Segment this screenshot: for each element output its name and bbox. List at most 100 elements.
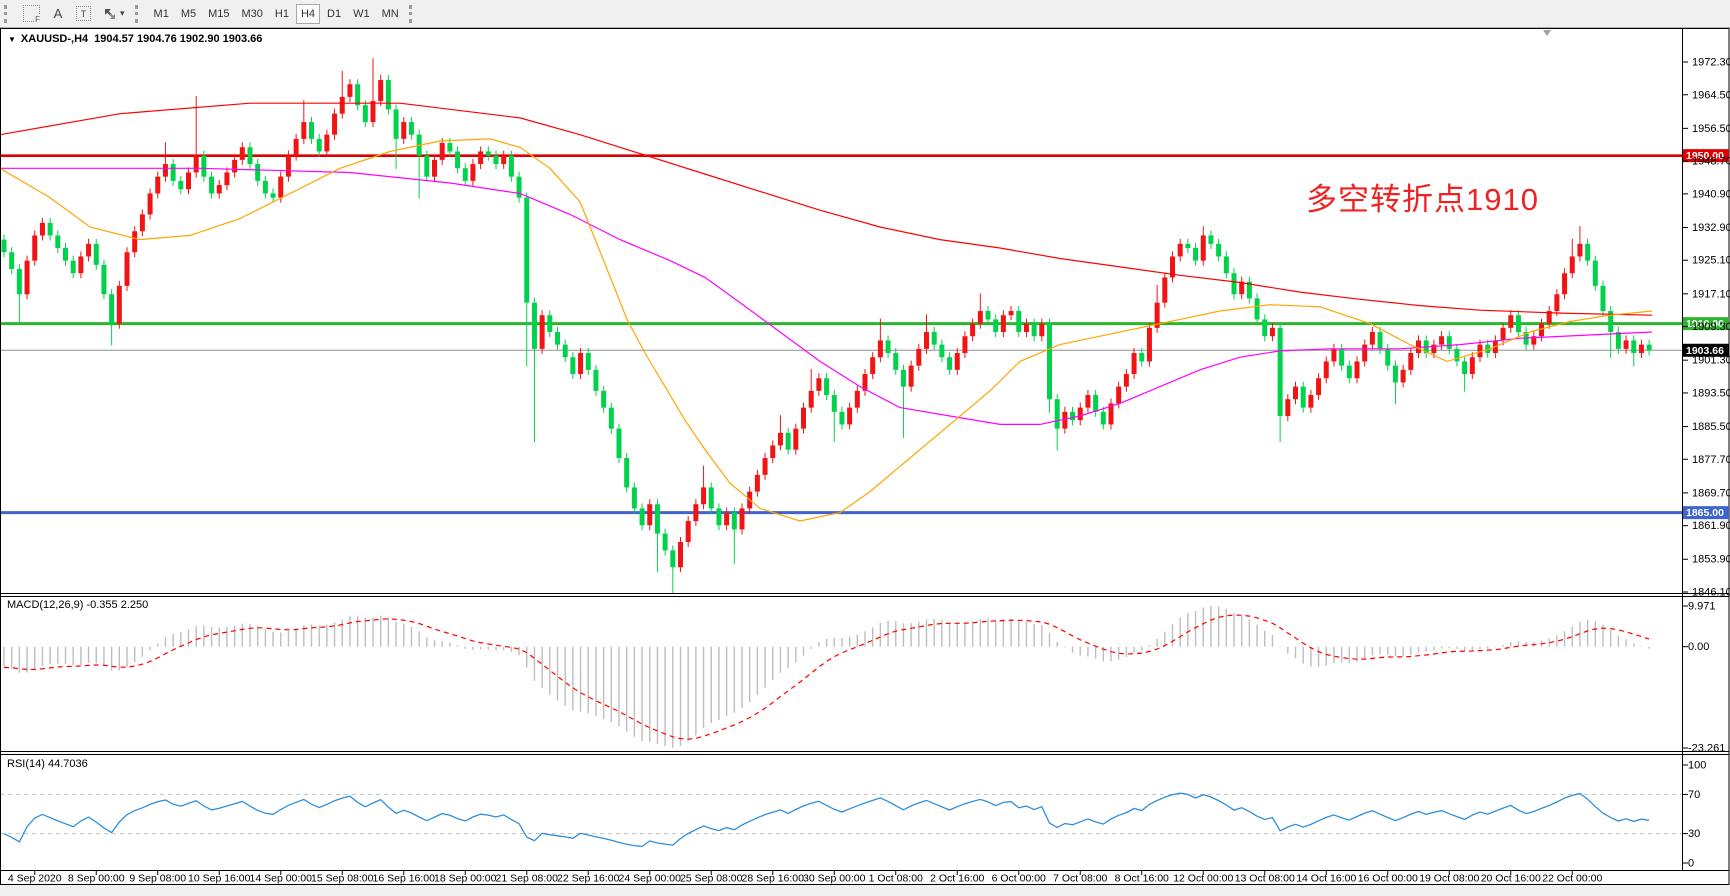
time-axis-label: 20 Oct 16:00 xyxy=(1481,873,1541,885)
price-level-1950.00-tag-label: 1950.00 xyxy=(1686,150,1724,162)
chart-menu-icon[interactable]: ▼ xyxy=(8,35,16,44)
macd-axis-label: 0.00 xyxy=(1688,641,1709,653)
macd-signal-line xyxy=(3,614,1650,740)
f-frame-icon: F xyxy=(23,5,40,24)
time-axis-label: 14 Oct 16:00 xyxy=(1296,873,1356,885)
time-axis-label: 10 Sep 16:00 xyxy=(188,873,251,885)
price-axis[interactable]: 1950.00 1910.00 1865.00 1903.66 1972.30 1964.… xyxy=(1682,57,1730,870)
time-axis-label: 18 Sep 00:00 xyxy=(434,873,497,885)
toolbar-grip[interactable] xyxy=(4,4,11,23)
time-axis-label: 6 Oct 00:00 xyxy=(992,873,1046,885)
toolbar-grip[interactable] xyxy=(134,4,142,23)
timeframe-button-m30[interactable]: M30 xyxy=(241,7,263,20)
timeframe-toolbar: M1 M5 M15 M30 H1 H4 D1 W1 MN xyxy=(148,3,405,24)
macd-indicator-label: MACD(12,26,9) -0.355 2.250 xyxy=(7,599,149,611)
text-label-button[interactable]: T xyxy=(71,4,96,24)
price-tick-label: 1901.30 xyxy=(1692,355,1730,367)
time-axis-label: 9 Sep 08:00 xyxy=(129,873,186,885)
rsi-line xyxy=(3,792,1650,848)
time-axis-label: 13 Oct 08:00 xyxy=(1235,873,1295,885)
macd-series xyxy=(3,606,1650,748)
time-axis-label: 8 Sep 00:00 xyxy=(68,873,125,885)
price-tick-label: 1877.70 xyxy=(1692,454,1730,466)
price-tick-label: 1869.70 xyxy=(1692,487,1730,499)
time-axis-label: 1 Oct 08:00 xyxy=(869,873,923,885)
moving-averages xyxy=(0,102,1653,522)
price-tick-label: 1893.50 xyxy=(1692,387,1730,399)
price-tick-label: 1964.50 xyxy=(1692,89,1730,101)
time-axis-label: 24 Sep 00:00 xyxy=(619,873,682,885)
arrows-object-button[interactable]: ▾ xyxy=(98,4,130,24)
time-axis-label: 25 Sep 08:00 xyxy=(680,873,743,885)
text-label-icon: T xyxy=(76,6,91,21)
status-strip xyxy=(0,885,1730,896)
pane-borders xyxy=(0,28,1730,885)
text-insert-button[interactable]: A xyxy=(47,4,69,24)
rsi-indicator-label: RSI(14) 44.7036 xyxy=(7,758,88,770)
chart-background xyxy=(0,28,1730,896)
time-axis-label: 4 Sep 2020 xyxy=(8,873,62,885)
price-tick-label: 1956.50 xyxy=(1692,123,1730,135)
price-tick-label: 1972.30 xyxy=(1692,57,1730,69)
price-tick-label: 1925.10 xyxy=(1692,255,1730,267)
f-frame-icon-button[interactable]: F xyxy=(18,4,45,24)
time-axis-label: 15 Sep 08:00 xyxy=(311,873,374,885)
price-level-1910.00-tag-label: 1910.00 xyxy=(1686,318,1724,330)
price-level-1910.00-tag xyxy=(1683,317,1729,331)
price-tick-label: 1917.10 xyxy=(1692,288,1730,300)
price-tick-label: 1885.50 xyxy=(1692,421,1730,433)
price-tick-label: 1932.90 xyxy=(1692,222,1730,234)
price-level-1950.00-tag xyxy=(1683,149,1729,163)
time-axis-label: 19 Oct 08:00 xyxy=(1419,873,1479,885)
rsi-axis-label: 30 xyxy=(1688,828,1700,840)
time-axis-label: 22 Oct 00:00 xyxy=(1542,873,1602,885)
ma-mid-line xyxy=(0,167,1653,425)
timeframe-button-h4[interactable]: H4 xyxy=(295,3,321,24)
chart-title: ▼ XAUUSD-,H4 1904.57 1904.76 1902.90 1903.… xyxy=(8,33,262,45)
chart-window: 1950.00 1910.00 1865.00 1903.66 1972.30 1964.… xyxy=(0,28,1730,896)
price-tick-label: 1861.90 xyxy=(1692,520,1730,532)
price-level-1865.00-tag xyxy=(1683,506,1729,520)
time-axis[interactable]: 4 Sep 2020 8 Sep 00:00 9 Sep 08:00 10 Sep 1… xyxy=(8,871,1603,885)
text-insert-icon: A xyxy=(53,6,63,21)
toolbar-grip[interactable] xyxy=(408,4,416,23)
time-axis-label: 12 Oct 00:00 xyxy=(1173,873,1233,885)
macd-axis-label: 9.971 xyxy=(1688,601,1716,613)
price-level-1903.66-tag xyxy=(1683,343,1729,357)
timeframe-button-w1[interactable]: W1 xyxy=(353,7,370,20)
rsi-axis-label: 70 xyxy=(1688,789,1700,801)
chart-shift-marker[interactable] xyxy=(1543,30,1551,36)
toolbar: F A T ▾ M1 M5 M15 M30 H1 H4 D1 W1 MN xyxy=(0,0,1730,28)
time-axis-label: 22 Sep 16:00 xyxy=(557,873,620,885)
timeframe-button-m15[interactable]: M15 xyxy=(208,7,230,20)
rsi-axis-label: 0 xyxy=(1688,858,1694,870)
price-tick-label: 1940.90 xyxy=(1692,188,1730,200)
time-axis-label: 28 Sep 16:00 xyxy=(742,873,805,885)
macd-axis-label: -23.261 xyxy=(1688,743,1725,755)
time-axis-label: 21 Sep 08:00 xyxy=(496,873,559,885)
time-axis-label: 16 Oct 00:00 xyxy=(1358,873,1418,885)
timeframe-button-m1[interactable]: M1 xyxy=(153,7,169,20)
chart-annotation-text[interactable]: 多空转折点1910 xyxy=(1306,182,1539,217)
chart-canvas[interactable]: 1950.00 1910.00 1865.00 1903.66 1972.30 1964.… xyxy=(0,28,1730,896)
price-tick-label: 1846.10 xyxy=(1692,587,1730,599)
timeframe-button-m5[interactable]: M5 xyxy=(180,7,197,20)
arrows-object-icon xyxy=(105,8,115,19)
dropdown-caret-icon: ▾ xyxy=(120,8,125,18)
timeframe-button-mn[interactable]: MN xyxy=(381,7,399,20)
time-axis-label: 16 Sep 16:00 xyxy=(373,873,436,885)
price-tick-label: 1909.30 xyxy=(1692,321,1730,333)
time-axis-label: 30 Sep 00:00 xyxy=(803,873,866,885)
time-axis-label: 2 Oct 16:00 xyxy=(930,873,984,885)
price-tick-label: 1948.70 xyxy=(1692,156,1730,168)
time-axis-label: 8 Oct 16:00 xyxy=(1115,873,1169,885)
timeframe-button-h1[interactable]: H1 xyxy=(274,7,289,20)
ma-slow-line xyxy=(0,102,1653,316)
ma-fast-line xyxy=(0,138,1653,522)
price-level-1865.00-tag-label: 1865.00 xyxy=(1686,507,1724,519)
timeframe-button-d1[interactable]: D1 xyxy=(327,7,342,20)
rsi-series xyxy=(0,792,1682,848)
candles-series xyxy=(1,58,1652,594)
price-tick-label: 1853.90 xyxy=(1692,554,1730,566)
